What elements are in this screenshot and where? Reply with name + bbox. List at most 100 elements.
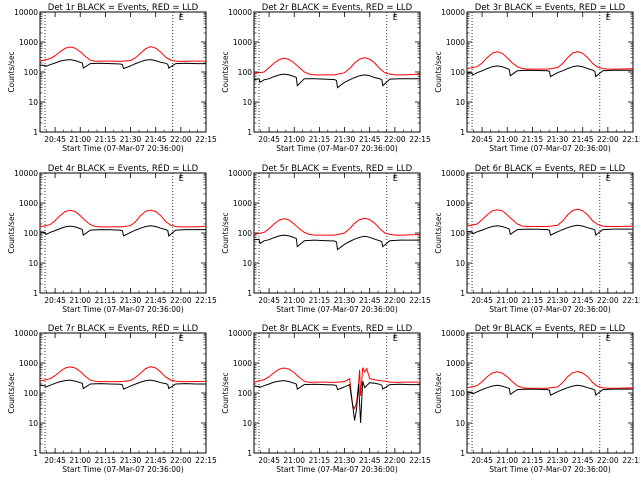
y-axis-label: Counts/sec: [7, 51, 16, 92]
y-axis-label: Counts/sec: [434, 372, 443, 413]
x-tick-label: 21:00: [496, 135, 518, 144]
x-tick-label: 20:45: [258, 456, 280, 465]
x-tick-label: 20:45: [44, 456, 66, 465]
x-tick-label: 21:30: [334, 135, 356, 144]
x-tick-label: 22:00: [170, 296, 192, 305]
x-tick-label: 21:00: [283, 135, 305, 144]
marker-label: E: [179, 174, 184, 183]
series-line-lld: [466, 51, 634, 70]
x-tick-label: 22:00: [384, 456, 406, 465]
x-tick-label: 22:15: [195, 456, 217, 465]
x-axis-label: Start Time (07-Mar-07 20:36:00): [276, 305, 398, 314]
series-line-events: [39, 225, 206, 237]
y-tick-label: 1: [33, 449, 38, 458]
x-tick-label: 21:15: [522, 456, 544, 465]
y-tick-label: 10000: [441, 169, 465, 178]
x-tick-label: 22:00: [170, 456, 192, 465]
y-axis-label: Counts/sec: [221, 51, 230, 92]
y-tick-label: 1000: [19, 199, 38, 208]
y-tick-label: 10000: [441, 329, 465, 338]
y-tick-label: 1: [247, 128, 252, 137]
y-tick-label: 1: [247, 449, 252, 458]
x-tick-label: 21:00: [283, 456, 305, 465]
x-tick-label: 22:00: [597, 296, 619, 305]
x-tick-label: 21:30: [120, 456, 142, 465]
x-tick-label: 21:45: [359, 456, 381, 465]
x-tick-label: 20:45: [44, 135, 66, 144]
y-tick-label: 1000: [19, 359, 38, 368]
series-line-lld: [466, 208, 634, 227]
x-tick-label: 20:45: [471, 296, 493, 305]
x-tick-label: 20:45: [471, 135, 493, 144]
x-tick-label: 21:30: [334, 296, 356, 305]
y-axis-label: Counts/sec: [434, 51, 443, 92]
series-line-lld: [253, 57, 421, 76]
y-tick-label: 100: [238, 229, 253, 238]
x-tick-label: 21:15: [522, 135, 544, 144]
x-axis-label: Start Time (07-Mar-07 20:36:00): [489, 465, 611, 474]
series-line-events: [466, 384, 633, 396]
y-tick-label: 10: [28, 98, 38, 107]
y-tick-label: 10000: [228, 329, 252, 338]
y-tick-label: 10: [455, 259, 465, 268]
series-line-events: [39, 59, 206, 70]
y-tick-label: 1000: [233, 359, 252, 368]
marker-label: E: [606, 334, 611, 343]
x-tick-label: 22:00: [384, 135, 406, 144]
panel-title: Det 6r BLACK = Events, RED = LLD: [475, 164, 626, 174]
marker-label: E: [179, 13, 184, 22]
series-line-lld: [39, 209, 207, 228]
x-tick-label: 20:45: [44, 296, 66, 305]
y-tick-label: 100: [24, 68, 39, 77]
marker-label: E: [606, 174, 611, 183]
panel-title: Det 2r BLACK = Events, RED = LLD: [262, 3, 413, 13]
x-tick-label: 22:15: [409, 135, 431, 144]
x-tick-label: 22:00: [597, 456, 619, 465]
y-tick-label: 1000: [233, 199, 252, 208]
x-tick-label: 21:30: [547, 296, 569, 305]
series-line-events: [466, 65, 633, 78]
x-tick-label: 22:00: [597, 135, 619, 144]
y-tick-label: 10000: [14, 329, 38, 338]
x-tick-label: 22:15: [195, 135, 217, 144]
x-tick-label: 21:45: [359, 296, 381, 305]
x-tick-label: 20:45: [258, 135, 280, 144]
y-tick-label: 10000: [228, 8, 252, 17]
series-line-events: [39, 379, 206, 390]
x-tick-label: 21:45: [359, 135, 381, 144]
x-tick-label: 22:15: [409, 296, 431, 305]
y-tick-label: 1: [460, 128, 465, 137]
y-tick-label: 1000: [19, 38, 38, 47]
y-axis-label: Counts/sec: [221, 372, 230, 413]
y-axis-label: Counts/sec: [7, 372, 16, 413]
x-tick-label: 21:00: [283, 296, 305, 305]
x-tick-label: 22:15: [622, 296, 640, 305]
x-tick-label: 21:15: [522, 296, 544, 305]
x-tick-label: 21:45: [572, 296, 594, 305]
panel-title: Det 3r BLACK = Events, RED = LLD: [475, 3, 626, 13]
x-tick-label: 21:45: [145, 456, 167, 465]
y-axis-label: Counts/sec: [7, 212, 16, 253]
x-tick-label: 20:45: [258, 296, 280, 305]
x-tick-label: 22:15: [195, 296, 217, 305]
series-line-lld: [39, 366, 207, 383]
y-tick-label: 100: [451, 229, 466, 238]
y-tick-label: 1000: [446, 38, 465, 47]
panel-title: Det 8r BLACK = Events, RED = LLD: [262, 324, 413, 334]
marker-label: E: [606, 13, 611, 22]
x-tick-label: 21:15: [95, 456, 117, 465]
y-axis-label: Counts/sec: [221, 212, 230, 253]
series-line-events: [466, 224, 633, 236]
y-tick-label: 10: [242, 98, 252, 107]
y-tick-label: 10: [242, 259, 252, 268]
y-tick-label: 10000: [441, 8, 465, 17]
x-axis-label: Start Time (07-Mar-07 20:36:00): [276, 465, 398, 474]
x-axis-label: Start Time (07-Mar-07 20:36:00): [62, 465, 184, 474]
marker-label: E: [393, 13, 398, 22]
